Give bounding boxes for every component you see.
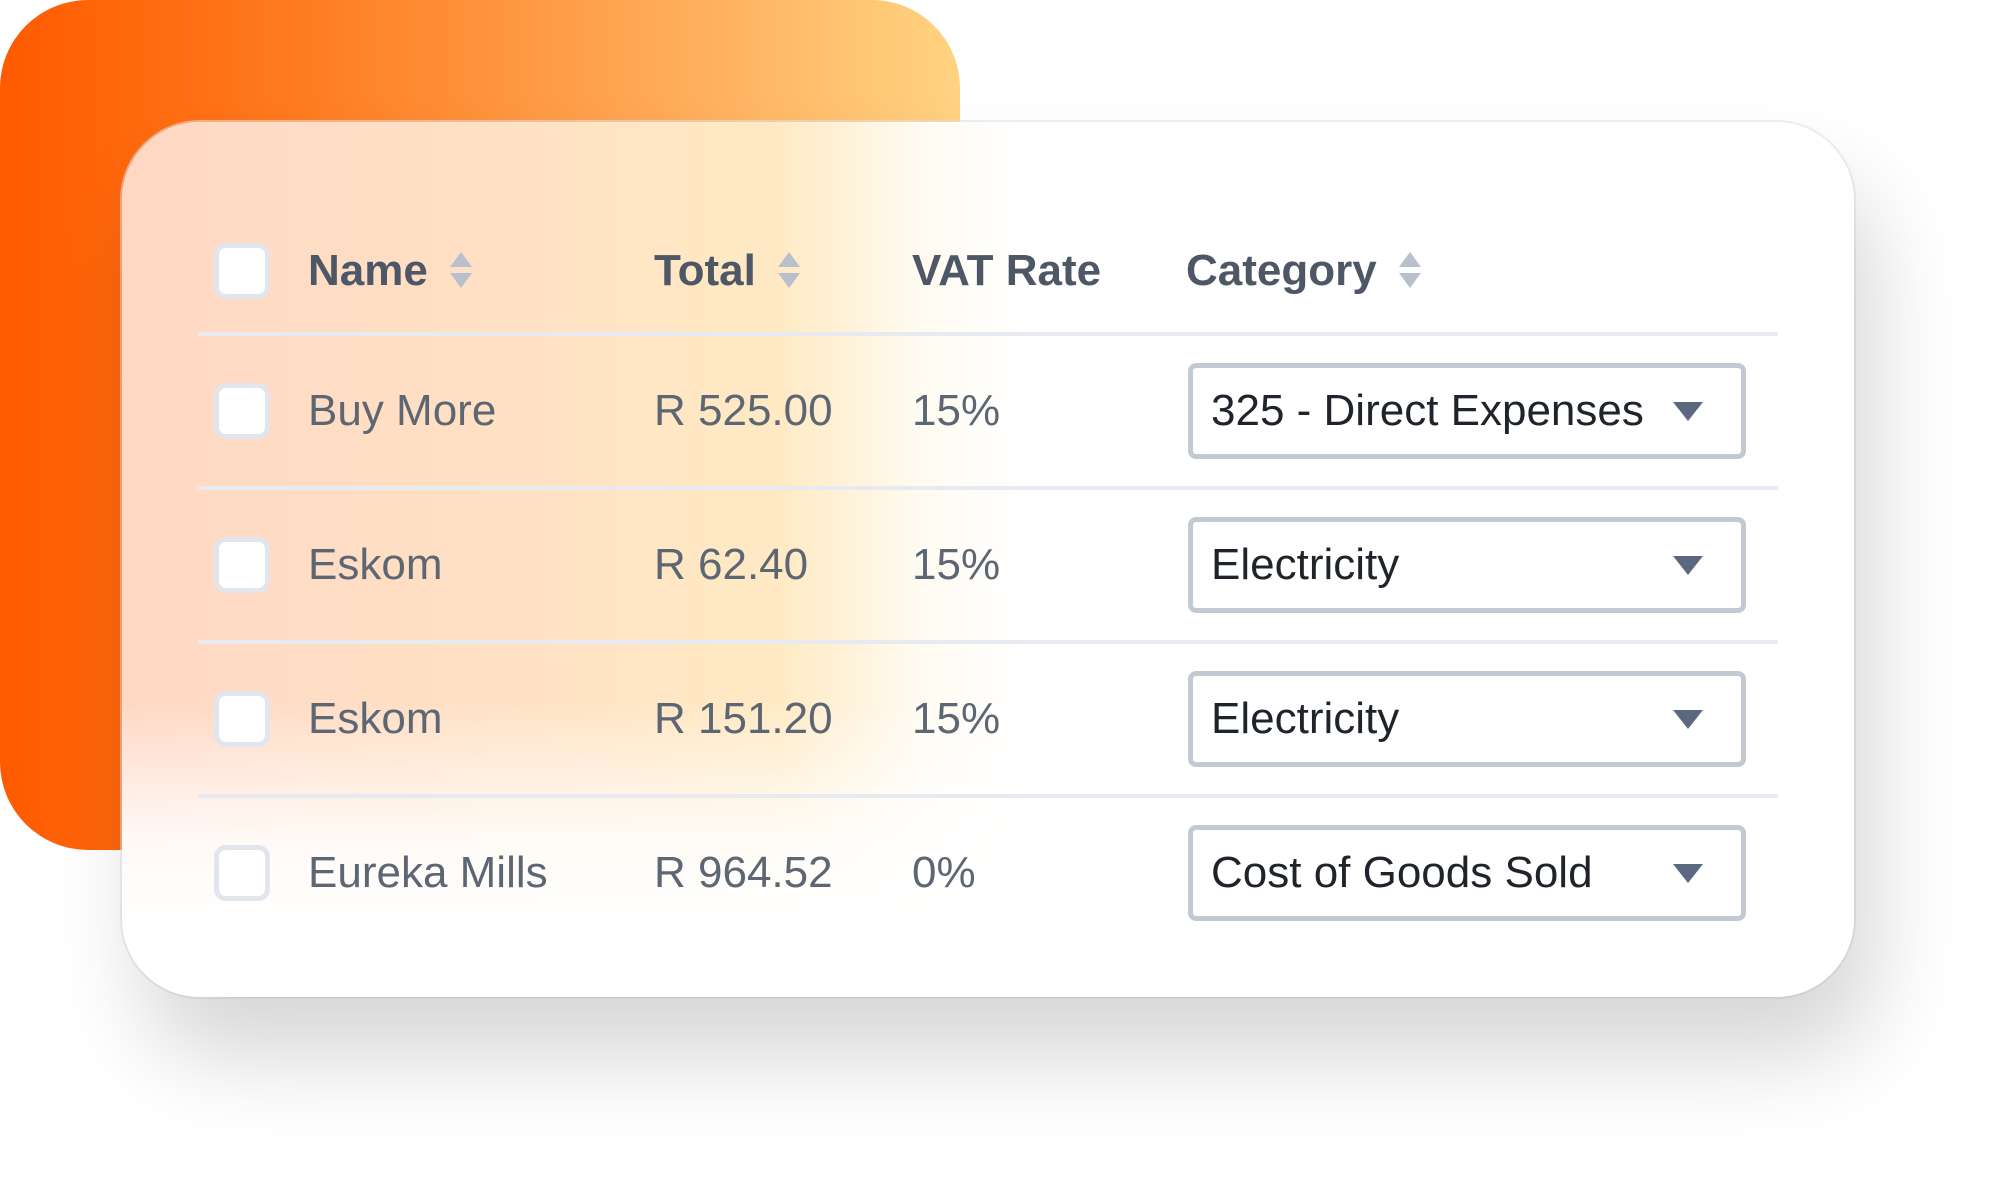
row-name: Eskom [308, 540, 443, 589]
category-select-value: 325 - Direct Expenses [1211, 386, 1644, 435]
row-checkbox[interactable] [214, 537, 270, 593]
chevron-down-icon [1673, 864, 1703, 883]
category-select[interactable]: Electricity [1188, 517, 1746, 613]
category-select-value: Electricity [1211, 694, 1400, 743]
table-row: Buy More R 525.00 15% 325 - Direct Expen… [198, 336, 1778, 490]
row-total: R 151.20 [654, 694, 833, 743]
row-checkbox[interactable] [214, 691, 270, 747]
table-header-row: Name Total VAT Rate Category [198, 210, 1778, 336]
chevron-down-icon [1673, 402, 1703, 421]
row-vat-rate: 15% [912, 540, 1001, 589]
table-row: Eskom R 151.20 15% Electricity [198, 644, 1778, 798]
column-header-name[interactable]: Name [308, 246, 472, 296]
column-header-name-label: Name [308, 246, 428, 295]
category-select[interactable]: 325 - Direct Expenses [1188, 363, 1746, 459]
column-header-vat-rate-label: VAT Rate [912, 246, 1102, 295]
sort-icon[interactable] [449, 250, 472, 290]
sort-icon[interactable] [1398, 250, 1421, 290]
select-all-checkbox[interactable] [214, 243, 270, 299]
column-header-total-label: Total [654, 246, 756, 295]
row-name: Buy More [308, 386, 497, 435]
column-header-category[interactable]: Category [1186, 246, 1421, 296]
row-vat-rate: 0% [912, 848, 976, 897]
row-total: R 964.52 [654, 848, 833, 897]
row-total: R 525.00 [654, 386, 833, 435]
category-select-value: Electricity [1211, 540, 1400, 589]
column-header-total[interactable]: Total [654, 246, 800, 296]
category-select[interactable]: Cost of Goods Sold [1188, 825, 1746, 921]
sort-icon[interactable] [777, 250, 800, 290]
category-select-value: Cost of Goods Sold [1211, 848, 1593, 897]
row-total: R 62.40 [654, 540, 809, 589]
table-row: Eskom R 62.40 15% Electricity [198, 490, 1778, 644]
row-name: Eureka Mills [308, 848, 548, 897]
table-row: Eureka Mills R 964.52 0% Cost of Goods S… [198, 798, 1778, 948]
transactions-table: Name Total VAT Rate Category Buy More R … [198, 210, 1778, 948]
row-checkbox[interactable] [214, 845, 270, 901]
chevron-down-icon [1673, 556, 1703, 575]
row-checkbox[interactable] [214, 383, 270, 439]
chevron-down-icon [1673, 710, 1703, 729]
column-header-category-label: Category [1186, 246, 1377, 295]
column-header-vat-rate: VAT Rate [912, 246, 1101, 296]
category-select[interactable]: Electricity [1188, 671, 1746, 767]
row-vat-rate: 15% [912, 386, 1001, 435]
transactions-card: Name Total VAT Rate Category Buy More R … [122, 122, 1854, 997]
row-name: Eskom [308, 694, 443, 743]
row-vat-rate: 15% [912, 694, 1001, 743]
